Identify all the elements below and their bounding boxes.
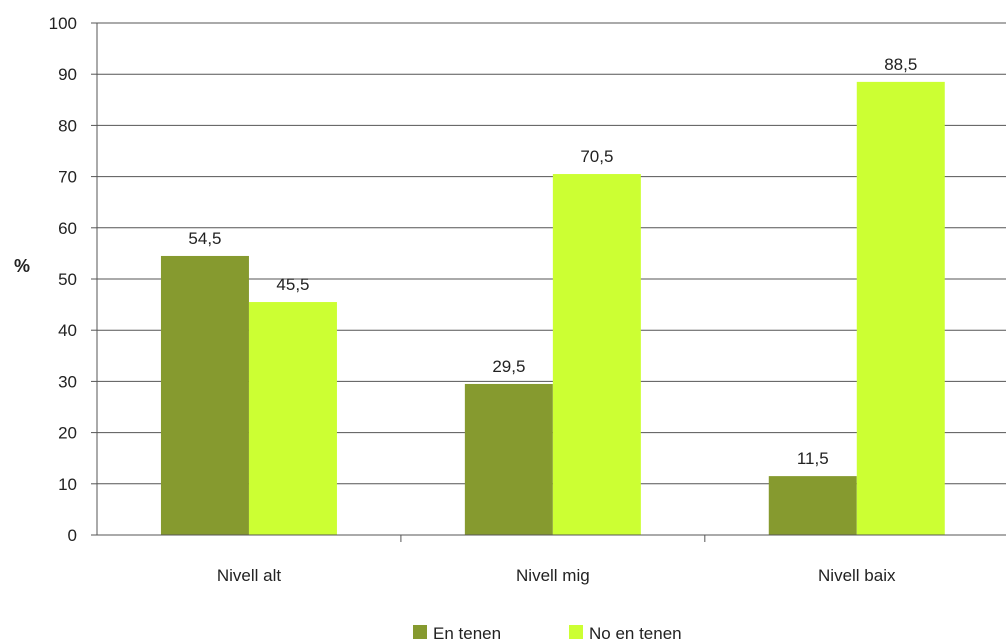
data-label: 88,5: [884, 55, 917, 74]
data-label: 11,5: [797, 449, 829, 468]
bar: [160, 255, 249, 535]
bar: [856, 81, 945, 535]
y-tick-label: 70: [58, 168, 77, 187]
bar: [768, 476, 857, 535]
data-label: 54,5: [188, 229, 221, 248]
category-label: Nivell alt: [217, 566, 282, 585]
y-axis-label: %: [14, 256, 30, 276]
category-label: Nivell baix: [818, 566, 896, 585]
bar: [552, 174, 641, 536]
y-tick-label: 0: [68, 526, 77, 545]
y-tick-label: 40: [58, 321, 77, 340]
y-tick-label: 100: [49, 14, 77, 33]
data-labels: 54,5 45,5 29,5 70,5 11,5 88,5: [188, 55, 917, 468]
y-tick-label: 90: [58, 65, 77, 84]
bars: [160, 81, 945, 536]
x-axis-categories: Nivell alt Nivell mig Nivell baix: [217, 566, 896, 585]
category-label: Nivell mig: [516, 566, 590, 585]
data-label: 29,5: [492, 357, 525, 376]
y-tick-label: 20: [58, 424, 77, 443]
y-tick-label: 80: [58, 116, 77, 135]
legend-label: En tenen: [433, 624, 501, 643]
y-tick-label: 60: [58, 219, 77, 238]
y-axis-ticks: 0 10 20 30 40 50 60 70 80 90 100: [49, 14, 97, 545]
legend: En tenen No en tenen: [413, 624, 682, 643]
data-label: 70,5: [580, 147, 613, 166]
y-tick-label: 50: [58, 270, 77, 289]
axes: [96, 23, 1006, 542]
legend-swatch: [569, 625, 583, 639]
bar: [248, 302, 337, 535]
data-label: 45,5: [276, 275, 309, 294]
y-tick-label: 10: [58, 475, 77, 494]
bar: [464, 383, 553, 535]
y-tick-label: 30: [58, 372, 77, 391]
legend-swatch: [413, 625, 427, 639]
legend-label: No en tenen: [589, 624, 682, 643]
